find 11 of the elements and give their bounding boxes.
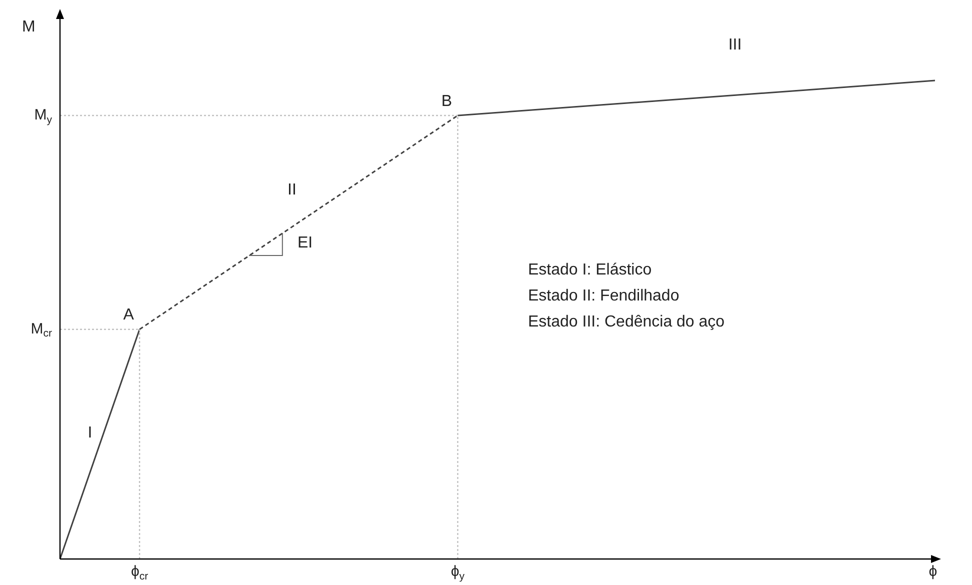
x-axis-title: ϕ — [928, 563, 938, 580]
text: III — [728, 36, 742, 54]
annotation: A — [123, 306, 134, 324]
annotation: Estado I: Elástico — [528, 261, 652, 278]
annotation: B — [441, 92, 452, 110]
annotation: Estado III: Cedência do aço — [528, 313, 725, 330]
annotation: Estado II: Fendilhado — [528, 287, 680, 304]
annotation: EI — [297, 234, 313, 252]
annotation: I — [88, 424, 92, 442]
y-axis-title: M — [22, 18, 36, 36]
annotation: II — [288, 181, 296, 198]
